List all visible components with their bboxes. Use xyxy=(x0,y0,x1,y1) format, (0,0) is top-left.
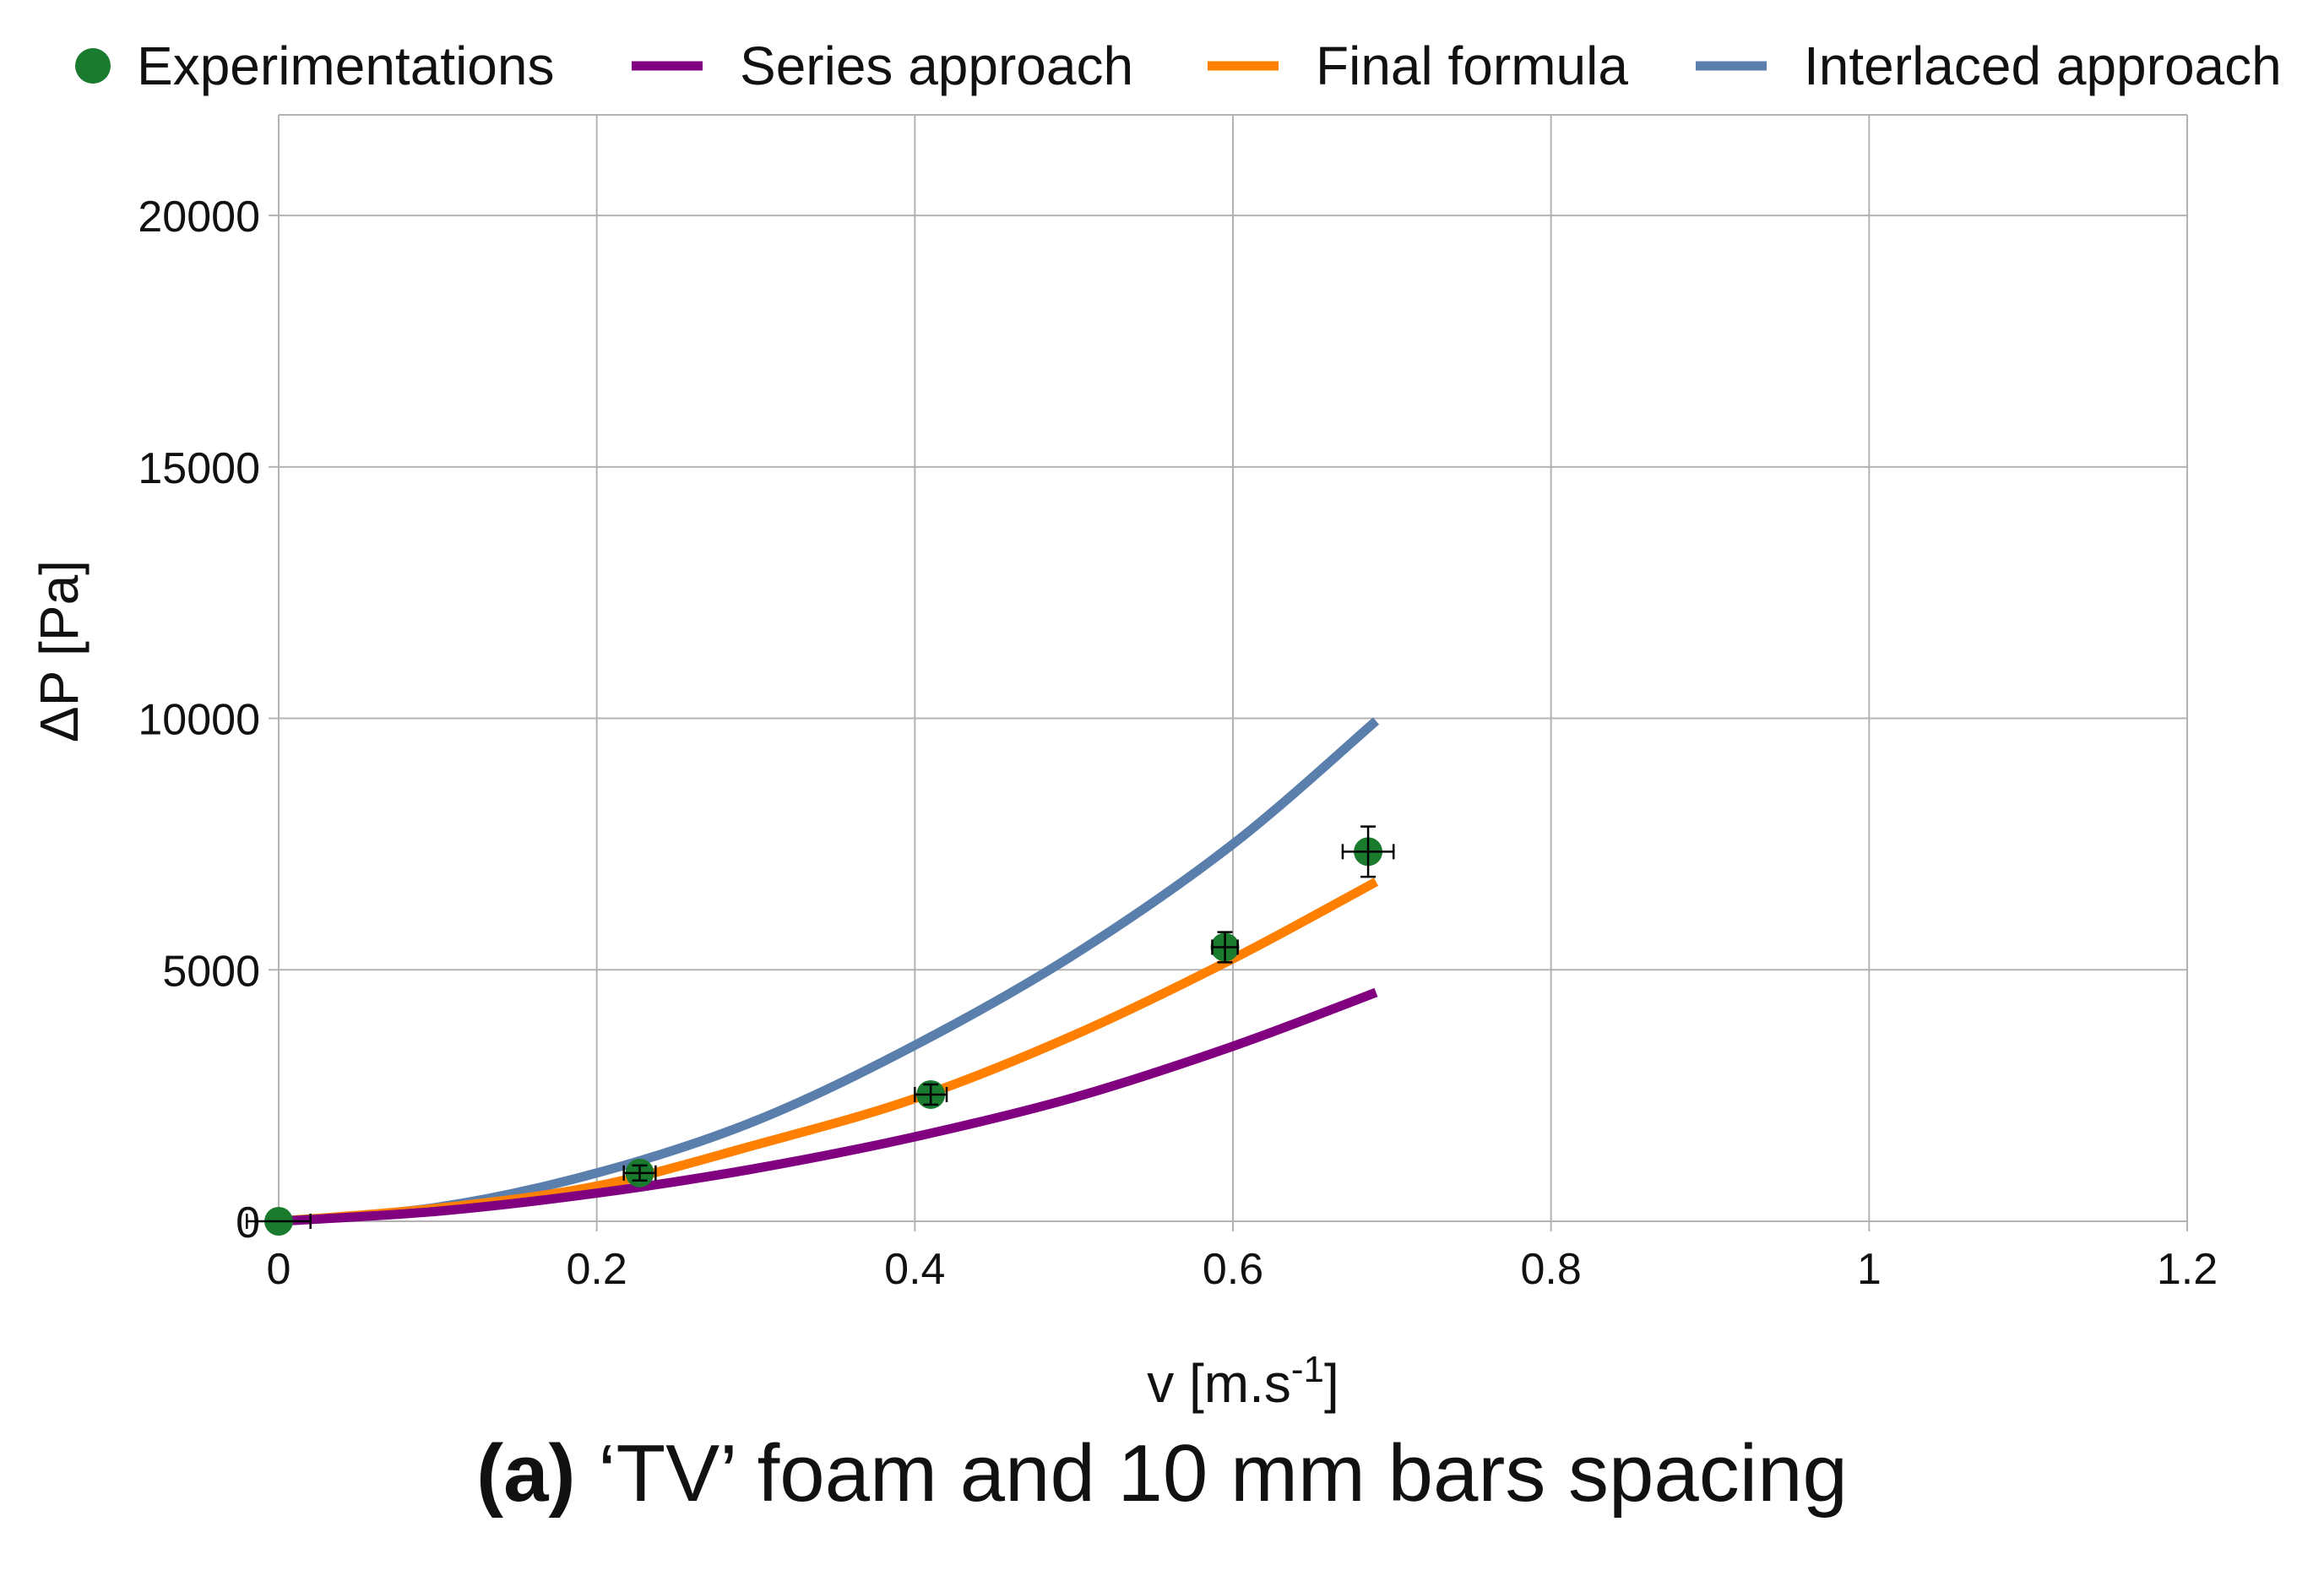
y-tick-label: 20000 xyxy=(138,193,260,242)
x-axis-label-end: ] xyxy=(1324,1353,1339,1414)
plot-series xyxy=(246,717,1395,1236)
legend-marker-experimentations xyxy=(75,48,111,84)
x-axis-label: v [m.s-1] xyxy=(1147,1349,1339,1414)
y-tick-label: 5000 xyxy=(162,947,260,996)
legend-label-final-formula: Final formula xyxy=(1316,35,1628,96)
x-tick-label: 0.6 xyxy=(1203,1245,1263,1294)
x-tick-label: 0.2 xyxy=(567,1245,627,1294)
x-axis-label-sup: -1 xyxy=(1291,1349,1324,1390)
y-tick-label: 10000 xyxy=(138,696,260,745)
x-tick-label: 0 xyxy=(267,1245,291,1294)
grid xyxy=(279,114,2188,1221)
legend-label-series-approach: Series approach xyxy=(740,35,1133,96)
series-line-series-approach xyxy=(278,987,1378,1226)
figure-caption: (a) ‘TV’ foam and 10 mm bars spacing xyxy=(0,1427,2324,1520)
axes xyxy=(269,115,2188,1231)
y-tick-label: 15000 xyxy=(138,444,260,493)
x-tick-label: 0.4 xyxy=(884,1245,945,1294)
legend-label-interlaced-approach: Interlaced approach xyxy=(1804,35,2282,96)
legend[interactable]: Experimentations Series approach Final for… xyxy=(75,35,2282,96)
legend-label-experimentations: Experimentations xyxy=(137,35,554,96)
tick-labels: 00.20.40.60.811.205000100001500020000 xyxy=(138,193,2218,1294)
x-axis-label-main: v [m.s xyxy=(1147,1353,1291,1414)
x-tick-label: 1.2 xyxy=(2157,1245,2218,1294)
y-axis-label: ΔP [Pa] xyxy=(29,560,90,742)
x-tick-label: 0.8 xyxy=(1521,1245,1582,1294)
caption-text: ‘TV’ foam and 10 mm bars spacing xyxy=(575,1428,1848,1519)
x-tick-label: 1 xyxy=(1857,1245,1881,1294)
caption-label: (a) xyxy=(476,1428,576,1519)
